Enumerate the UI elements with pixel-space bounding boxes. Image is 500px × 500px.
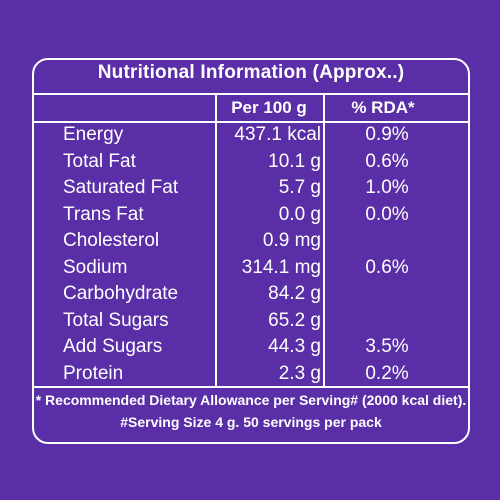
nutrient-name: Trans Fat: [63, 203, 144, 225]
nutrition-panel: Nutritional Information (Approx..): [32, 58, 470, 444]
nutrient-rda: 0.6%: [365, 256, 409, 278]
header-divider: [32, 121, 470, 123]
nutrient-rda: 0.6%: [365, 150, 409, 172]
nutrient-amount: 2.3 g: [278, 362, 321, 384]
nutrient-amount: 10.1 g: [268, 150, 321, 172]
nutrient-name: Total Sugars: [63, 309, 169, 331]
nutrient-amount: 5.7 g: [278, 177, 321, 198]
nutrient-name: Protein: [63, 362, 124, 384]
nutrient-row: Carbohydrate 84.2 g: [0, 281, 500, 307]
nutrient-row: Add Sugars 44.3 g 3.5%: [0, 334, 500, 360]
nutrient-row: Total Fat 10.1 g 0.6%: [0, 149, 500, 175]
nutrient-row: Cholesterol 0.9 mg: [0, 228, 500, 254]
nutrient-row: Saturated Fat 5.7 g 1.0%: [0, 175, 500, 201]
nutrient-row: Energy 437.1 kcal 0.9%: [0, 122, 500, 148]
nutrient-name: Add Sugars: [63, 336, 163, 357]
nutrient-amount: 437.1 kcal: [234, 124, 321, 145]
nutrient-name: Cholesterol: [63, 230, 160, 251]
nutrient-rda: 0.2%: [365, 362, 409, 384]
nutrient-rda: 0.0%: [365, 203, 409, 225]
nutrient-rda: 3.5%: [365, 336, 409, 357]
panel-title: Nutritional Information (Approx..): [97, 62, 405, 83]
nutrient-row: Protein 2.3 g 0.2%: [0, 361, 500, 387]
nutrient-rda: 0.9%: [365, 124, 409, 145]
nutrient-amount: 0.0 g: [278, 203, 321, 225]
nutrient-amount: 0.9 mg: [262, 230, 321, 251]
nutrient-name: Total Fat: [63, 150, 136, 172]
serving-footnote: #Serving Size 4 g. 50 servings per pack: [120, 414, 382, 430]
nutrient-row: Sodium 314.1 mg 0.6%: [0, 255, 500, 281]
rda-footnote: * Recommended Dietary Allowance per Serv…: [35, 392, 467, 408]
nutrient-row: Total Sugars 65.2 g: [0, 308, 500, 334]
column-divider-left: [215, 93, 217, 388]
nutrient-name: Saturated Fat: [63, 177, 179, 198]
title-divider: [32, 93, 470, 95]
rda-header: % RDA*: [351, 98, 415, 117]
nutrient-amount: 84.2 g: [268, 283, 321, 304]
column-divider-right: [323, 93, 325, 388]
nutrient-amount: 65.2 g: [268, 309, 321, 331]
nutrient-name: Carbohydrate: [63, 283, 179, 304]
nutrient-row: Trans Fat 0.0 g 0.0%: [0, 202, 500, 228]
table-bottom-divider: [32, 386, 470, 388]
nutrient-amount: 44.3 g: [268, 336, 321, 357]
nutrient-name: Energy: [63, 124, 124, 145]
per100-header: Per 100 g: [231, 98, 307, 117]
nutrient-name: Sodium: [63, 256, 128, 278]
nutrient-amount: 314.1 mg: [241, 256, 321, 278]
nutrient-rda: 1.0%: [365, 177, 409, 198]
